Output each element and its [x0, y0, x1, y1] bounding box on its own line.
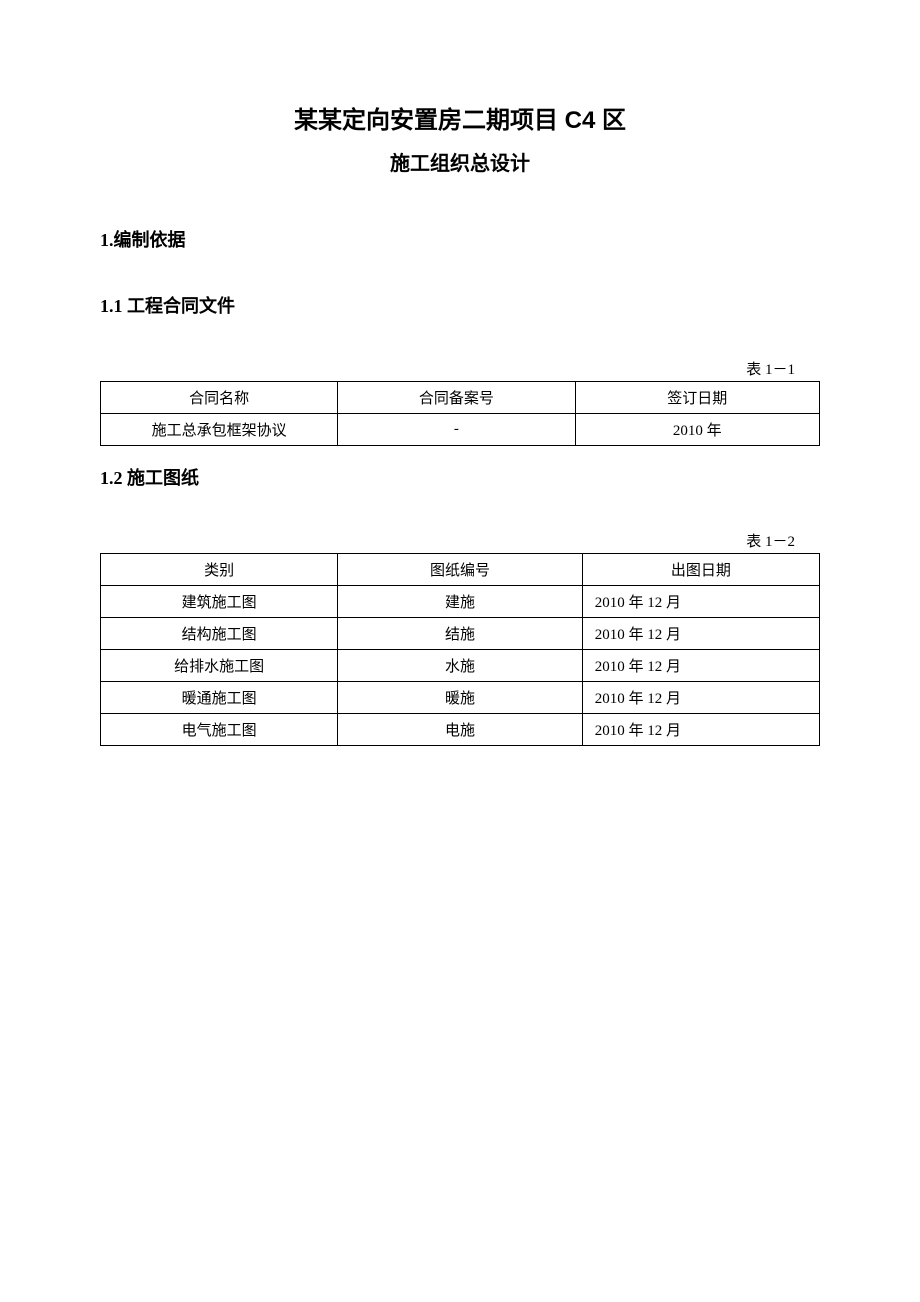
table-1-2-label: 表 1－2 — [100, 530, 820, 551]
table-row: 电气施工图 电施 2010 年 12 月 — [101, 714, 820, 746]
table-cell: 2010 年 12 月 — [582, 682, 819, 714]
table-cell: 建施 — [338, 586, 582, 618]
table-row: 建筑施工图 建施 2010 年 12 月 — [101, 586, 820, 618]
table-1-1: 合同名称 合同备案号 签订日期 施工总承包框架协议 - 2010 年 — [100, 381, 820, 446]
table-cell: 2010 年 12 月 — [582, 650, 819, 682]
table-cell: 2010 年 12 月 — [582, 586, 819, 618]
section-1-1-heading: 1.1 工程合同文件 — [100, 292, 820, 318]
table-cell: 结施 — [338, 618, 582, 650]
table-cell: 建筑施工图 — [101, 586, 338, 618]
table-row: 给排水施工图 水施 2010 年 12 月 — [101, 650, 820, 682]
document-title-main: 某某定向安置房二期项目 C4 区 — [100, 100, 820, 135]
table-header-cell: 签订日期 — [575, 382, 819, 414]
table-row: 类别 图纸编号 出图日期 — [101, 554, 820, 586]
section-1-2-heading: 1.2 施工图纸 — [100, 464, 820, 490]
table-cell: 水施 — [338, 650, 582, 682]
table-cell: 结构施工图 — [101, 618, 338, 650]
section-1-heading: 1.编制依据 — [100, 226, 820, 252]
table-1-1-label: 表 1－1 — [100, 358, 820, 379]
table-cell: 暖施 — [338, 682, 582, 714]
table-cell: 电气施工图 — [101, 714, 338, 746]
table-cell: 电施 — [338, 714, 582, 746]
table-cell: 2010 年 12 月 — [582, 618, 819, 650]
table-header-cell: 合同备案号 — [338, 382, 575, 414]
table-1-2: 类别 图纸编号 出图日期 建筑施工图 建施 2010 年 12 月 结构施工图 … — [100, 553, 820, 746]
table-header-cell: 合同名称 — [101, 382, 338, 414]
table-cell: 2010 年 — [575, 414, 819, 446]
table-cell: 施工总承包框架协议 — [101, 414, 338, 446]
table-row: 结构施工图 结施 2010 年 12 月 — [101, 618, 820, 650]
table-cell: 给排水施工图 — [101, 650, 338, 682]
table-row: 施工总承包框架协议 - 2010 年 — [101, 414, 820, 446]
table-cell: 暖通施工图 — [101, 682, 338, 714]
table-row: 暖通施工图 暖施 2010 年 12 月 — [101, 682, 820, 714]
table-row: 合同名称 合同备案号 签订日期 — [101, 382, 820, 414]
table-cell: - — [338, 414, 575, 446]
table-header-cell: 类别 — [101, 554, 338, 586]
table-header-cell: 出图日期 — [582, 554, 819, 586]
table-cell: 2010 年 12 月 — [582, 714, 819, 746]
document-title-sub: 施工组织总设计 — [100, 147, 820, 176]
table-header-cell: 图纸编号 — [338, 554, 582, 586]
